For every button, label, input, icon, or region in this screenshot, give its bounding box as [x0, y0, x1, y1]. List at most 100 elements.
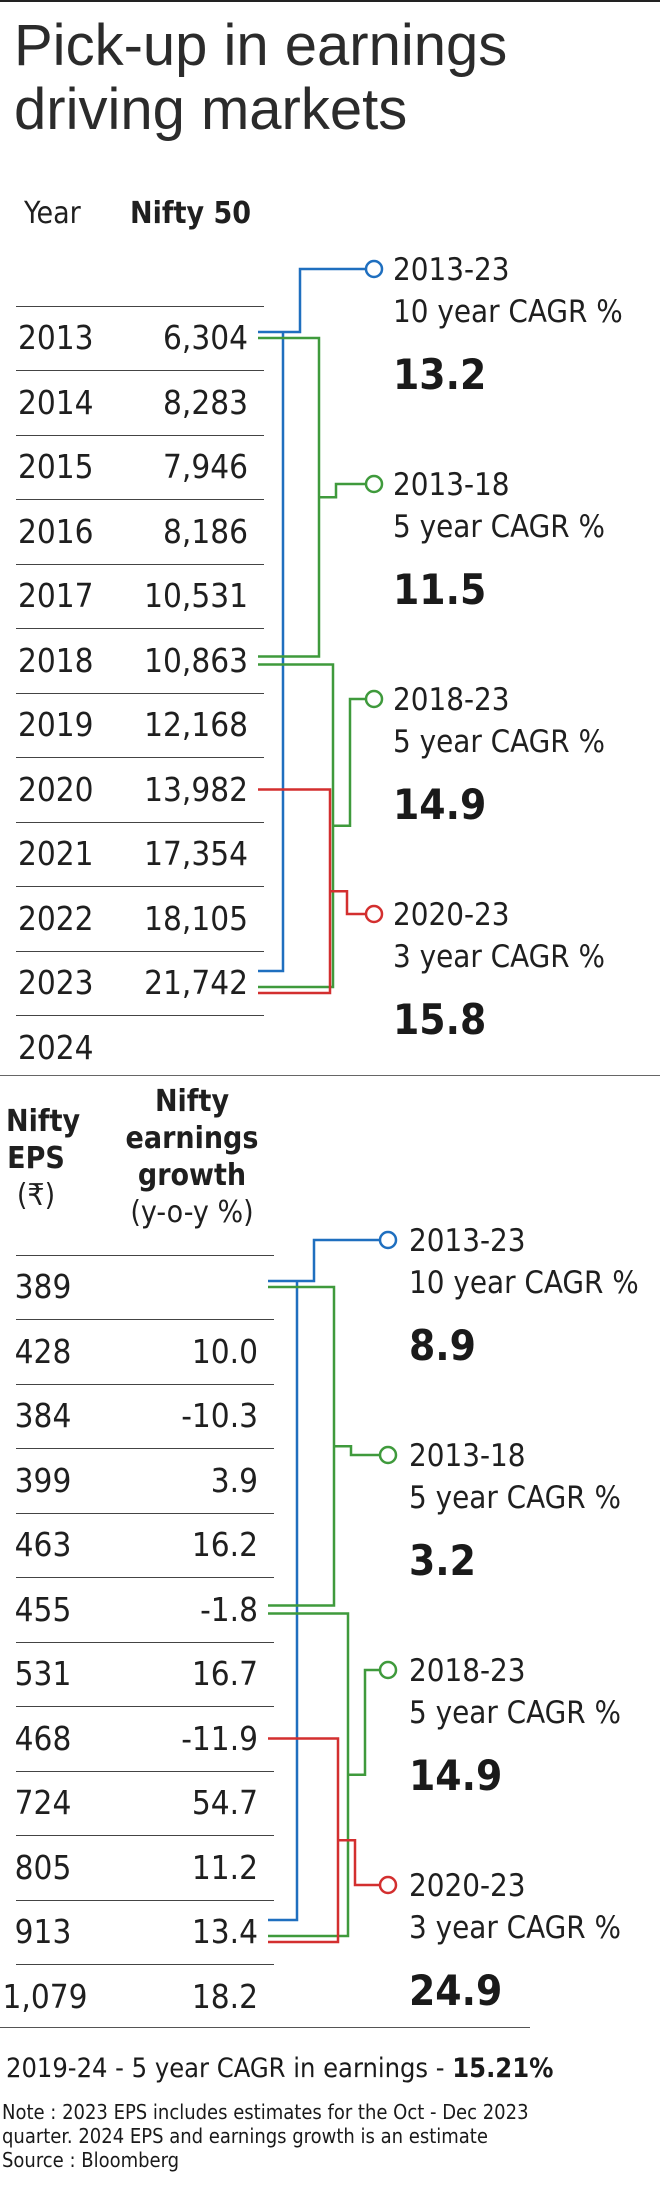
top-header-nifty: Nifty 50 — [130, 196, 252, 231]
cagr-label: 10 year CAGR % — [409, 1265, 639, 1301]
eps-cell: 805 — [14, 1848, 72, 1887]
top-cagr-marker — [364, 689, 384, 709]
section-divider — [0, 1075, 660, 1076]
top-cagr-connector — [258, 663, 366, 989]
bottom-cagr-connector — [268, 1612, 380, 1938]
cagr-label: 5 year CAGR % — [393, 509, 606, 545]
cagr-period: 2020-23 — [393, 897, 510, 933]
year-cell: 2018 — [18, 641, 94, 680]
growth-cell: 13.4 — [191, 1912, 258, 1951]
nifty-value-cell: 8,283 — [163, 383, 248, 422]
cagr-value: 3.2 — [409, 1536, 476, 1585]
eps-cell: 384 — [14, 1396, 72, 1435]
eps-cell: 531 — [14, 1654, 72, 1693]
cagr-period: 2013-23 — [393, 252, 510, 288]
cagr-period: 2018-23 — [393, 682, 510, 718]
bottom-cagr-marker — [378, 1660, 398, 1680]
top-cagr-connector — [258, 788, 366, 995]
nifty-value-cell: 17,354 — [144, 834, 248, 873]
cagr-period: 2013-18 — [393, 467, 510, 503]
bottom-cagr-connector — [268, 1285, 380, 1607]
year-cell: 2022 — [18, 899, 94, 938]
cagr-value: 24.9 — [409, 1966, 503, 2015]
summary-value: 15.21% — [452, 2053, 554, 2084]
table-row-rule — [16, 1015, 264, 1016]
cagr-value: 14.9 — [409, 1751, 503, 1800]
table-row-rule — [16, 370, 264, 371]
top-header-year: Year — [24, 196, 81, 231]
bottom-header-growth-line: (y-o-y %) — [130, 1195, 254, 1230]
growth-cell: 10.0 — [191, 1332, 258, 1371]
cagr-value: 13.2 — [393, 350, 487, 399]
table-row-rule — [16, 1513, 274, 1514]
summary-rule — [0, 2027, 530, 2028]
nifty-value-cell: 21,742 — [144, 963, 248, 1002]
table-row-rule — [16, 951, 264, 952]
year-cell: 2019 — [18, 705, 94, 744]
table-row-rule — [16, 757, 264, 758]
table-row-rule — [16, 1642, 274, 1643]
summary-line: 2019-24 - 5 year CAGR in earnings - 15.2… — [6, 2053, 553, 2084]
table-row-rule — [16, 499, 264, 500]
bottom-header-growth: Nifty earnings growth (y-o-y %) — [112, 1083, 272, 1231]
table-row-rule — [16, 822, 264, 823]
bottom-cagr-connector — [268, 1737, 380, 1944]
top-cagr-connector — [258, 336, 366, 658]
growth-cell: -10.3 — [181, 1396, 258, 1435]
cagr-period: 2018-23 — [409, 1653, 526, 1689]
year-cell: 2017 — [18, 576, 94, 615]
growth-cell: 16.7 — [191, 1654, 258, 1693]
cagr-period: 2013-23 — [409, 1223, 526, 1259]
summary-text: 2019-24 - 5 year CAGR in earnings - — [6, 2053, 453, 2084]
top-cagr-connector — [258, 267, 366, 973]
nifty-value-cell: 12,168 — [144, 705, 248, 744]
year-cell: 2013 — [18, 318, 94, 357]
year-cell: 2020 — [18, 770, 94, 809]
nifty-value-cell: 7,946 — [163, 447, 248, 486]
eps-cell: 389 — [14, 1267, 72, 1306]
year-cell: 2024 — [18, 1028, 94, 1067]
top-cagr-marker — [364, 904, 384, 924]
eps-cell: 1,079 — [2, 1977, 88, 2016]
table-row-rule — [16, 435, 264, 436]
eps-cell: 428 — [14, 1332, 72, 1371]
year-cell: 2021 — [18, 834, 94, 873]
table-row-rule — [16, 1577, 274, 1578]
nifty-value-cell: 6,304 — [163, 318, 248, 357]
year-cell: 2015 — [18, 447, 94, 486]
year-cell: 2023 — [18, 963, 94, 1002]
cagr-label: 3 year CAGR % — [409, 1910, 622, 1946]
table-row-rule — [16, 1448, 274, 1449]
cagr-label: 5 year CAGR % — [409, 1695, 622, 1731]
table-row-rule — [16, 1900, 274, 1901]
table-row-rule — [16, 564, 264, 565]
table-row-rule — [16, 1835, 274, 1836]
cagr-label: 10 year CAGR % — [393, 294, 623, 330]
top-cagr-marker — [364, 474, 384, 494]
cagr-value: 15.8 — [393, 995, 487, 1044]
page-title: Pick-up in earnings driving markets — [14, 13, 508, 142]
growth-cell: -1.8 — [200, 1590, 258, 1629]
eps-cell: 724 — [14, 1783, 72, 1822]
nifty-value-cell: 10,531 — [144, 576, 248, 615]
table-row-rule — [16, 628, 264, 629]
bottom-cagr-marker — [378, 1445, 398, 1465]
nifty-value-cell: 10,863 — [144, 641, 248, 680]
cagr-label: 3 year CAGR % — [393, 939, 606, 975]
growth-cell: 16.2 — [191, 1525, 258, 1564]
bottom-cagr-connector — [268, 1238, 380, 1922]
table-row-rule — [16, 1771, 274, 1772]
nifty-value-cell: 18,105 — [144, 899, 248, 938]
bottom-header-growth-line: growth — [137, 1158, 247, 1193]
table-row-rule — [16, 1964, 274, 1965]
cagr-value: 8.9 — [409, 1321, 476, 1370]
cagr-label: 5 year CAGR % — [409, 1480, 622, 1516]
year-cell: 2016 — [18, 512, 94, 551]
note-line-3: Source : Bloomberg — [2, 2148, 180, 2172]
growth-cell: 11.2 — [191, 1848, 258, 1887]
bottom-header-eps-line: EPS — [7, 1141, 65, 1176]
growth-cell: 18.2 — [191, 1977, 258, 2016]
cagr-value: 14.9 — [393, 780, 487, 829]
top-cagr-marker — [364, 259, 384, 279]
eps-cell: 399 — [14, 1461, 72, 1500]
